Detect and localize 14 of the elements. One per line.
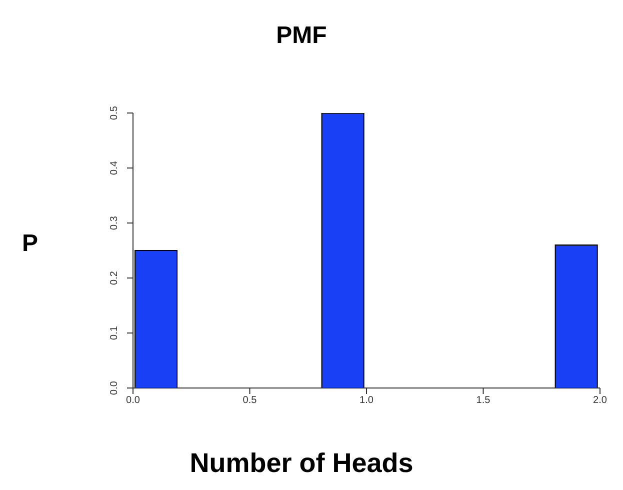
y-tick-label: 0.1 <box>109 326 120 340</box>
y-tick-label: 0.4 <box>109 160 120 175</box>
y-tick-label: 0.0 <box>109 380 120 395</box>
x-tick-label: 1.5 <box>476 395 491 406</box>
y-tick-label: 0.2 <box>109 270 120 285</box>
y-axis-title: P <box>22 230 38 258</box>
x-tick-label: 2.0 <box>593 395 608 406</box>
y-tick-label: 0.3 <box>109 216 120 230</box>
y-tick-label: 0.5 <box>109 106 120 120</box>
x-tick-label: 1.0 <box>360 395 374 406</box>
x-axis-title: Number of Heads <box>188 448 414 479</box>
x-tick-label: 0.5 <box>242 395 258 406</box>
chart-title: PMF <box>275 22 328 50</box>
x-tick-label: 0.0 <box>126 395 140 406</box>
